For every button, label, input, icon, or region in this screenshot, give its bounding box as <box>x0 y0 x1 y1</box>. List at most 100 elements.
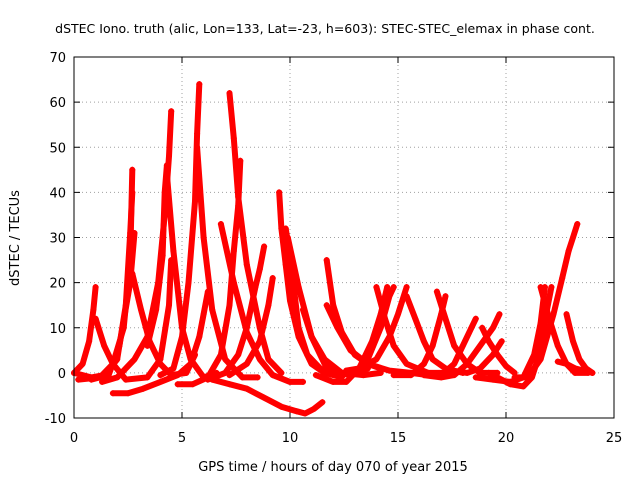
data-point <box>554 358 561 365</box>
data-point <box>125 390 131 397</box>
data-point <box>157 378 164 385</box>
data-point <box>438 374 445 381</box>
data-series-trace <box>209 376 326 417</box>
data-point <box>235 193 242 200</box>
data-point <box>230 248 237 254</box>
data-point <box>485 369 492 376</box>
data-point <box>451 360 458 367</box>
data-point <box>390 372 397 379</box>
data-point <box>511 374 518 381</box>
data-point <box>163 162 170 169</box>
data-point <box>79 360 86 367</box>
data-point <box>109 360 116 367</box>
data-point <box>323 257 330 264</box>
data-point <box>131 230 138 236</box>
data-point <box>243 360 250 367</box>
data-point <box>278 369 285 376</box>
data-point <box>189 381 196 388</box>
data-point <box>230 135 237 142</box>
x-tick-label: 10 <box>282 431 299 446</box>
data-point <box>472 374 479 381</box>
data-point <box>408 369 414 376</box>
data-point <box>343 367 350 374</box>
data-point <box>243 385 250 392</box>
data-point <box>129 166 136 173</box>
data-point <box>459 342 466 349</box>
grid <box>74 57 614 418</box>
data-point <box>146 338 153 345</box>
data-point <box>265 302 272 309</box>
data-point <box>537 284 544 291</box>
data-point <box>548 284 555 291</box>
data-point <box>572 365 579 372</box>
data-point <box>243 261 250 268</box>
data-point <box>479 324 486 331</box>
data-point <box>403 360 410 367</box>
data-point <box>563 360 570 367</box>
x-tick-label: 5 <box>178 431 186 446</box>
data-point <box>563 311 570 318</box>
x-axis-label: GPS time / hours of day 070 of year 2015 <box>198 460 468 475</box>
data-point <box>282 261 289 268</box>
data-point <box>403 284 410 291</box>
data-point <box>291 288 298 295</box>
data-series-trace <box>92 257 175 383</box>
data-point <box>496 311 503 318</box>
data-point <box>382 315 388 322</box>
data-point <box>550 311 557 318</box>
data-point <box>310 406 317 412</box>
data-point <box>494 351 501 358</box>
data-point <box>222 356 229 363</box>
data-point <box>209 376 216 383</box>
data-point <box>187 356 194 363</box>
data-point <box>293 408 300 415</box>
data-point <box>278 403 285 410</box>
data-point <box>576 356 583 363</box>
data-point <box>166 302 172 309</box>
data-point <box>403 293 410 300</box>
trace-line <box>92 257 175 383</box>
data-point <box>168 372 175 379</box>
data-point <box>580 367 587 374</box>
data-point <box>395 311 401 318</box>
data-point <box>88 376 95 383</box>
data-point <box>166 153 172 160</box>
y-axis-label: dSTEC / TECUs <box>8 190 23 286</box>
data-point <box>153 306 160 313</box>
data-point <box>194 144 201 151</box>
data-point <box>239 374 246 381</box>
data-point <box>565 248 572 254</box>
data-point <box>109 390 116 397</box>
data-point <box>343 378 350 385</box>
data-point <box>99 378 106 385</box>
data-point <box>295 284 302 291</box>
y-tick-label: 60 <box>49 96 66 111</box>
data-point <box>377 324 384 331</box>
data-point <box>116 342 123 349</box>
data-point <box>507 381 514 388</box>
data-point <box>170 365 177 372</box>
data-point <box>546 315 553 322</box>
chart-title: dSTEC Iono. truth (alic, Lon=133, Lat=-2… <box>55 21 595 36</box>
data-point <box>261 243 268 250</box>
data-point <box>261 394 268 401</box>
data-point <box>308 333 315 340</box>
data-point <box>170 248 177 254</box>
data-series-trace <box>157 81 203 379</box>
data-point <box>159 252 166 259</box>
data-series-trace <box>129 270 198 379</box>
data-point <box>254 374 261 381</box>
data-point <box>129 270 136 277</box>
data-series-trace <box>217 221 306 385</box>
data-point <box>570 338 576 345</box>
data-point <box>494 374 501 381</box>
data-point <box>498 338 505 345</box>
data-point <box>300 378 306 385</box>
y-tick-label: 70 <box>49 51 66 66</box>
data-point <box>559 275 566 282</box>
data-series <box>71 81 596 417</box>
data-point <box>230 279 237 286</box>
data-point <box>183 369 190 376</box>
data-point <box>537 356 544 363</box>
y-tick-label: 20 <box>49 277 66 292</box>
